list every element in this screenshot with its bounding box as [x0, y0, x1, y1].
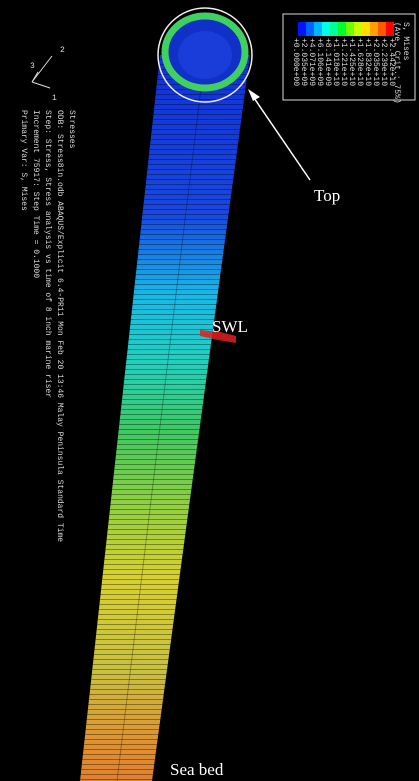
- legend-title: S, Mises: [401, 22, 410, 61]
- info-line: Step: Stress, Stress analysis vs time of…: [43, 110, 52, 398]
- legend-swatch: [378, 22, 386, 36]
- triad-label: 2: [60, 46, 65, 55]
- info-line: Stresses: [67, 110, 76, 149]
- annotation: SWL: [212, 317, 248, 336]
- screenshot: S, Mises (Ave. Crit.: 75%) +2.442e+10+2.…: [0, 0, 419, 781]
- annotation: Top: [314, 186, 340, 205]
- legend-swatch: [306, 22, 314, 36]
- legend-swatch: [354, 22, 362, 36]
- legend: S, Mises (Ave. Crit.: 75%) +2.442e+10+2.…: [283, 14, 415, 104]
- info-line: Primary Var: S, Mises: [19, 110, 28, 211]
- legend-swatch: [322, 22, 330, 36]
- info-text: ODB: Stress8in.odb ABAQUS/Explicit 6.4-P…: [55, 110, 64, 542]
- legend-swatch: [298, 22, 306, 36]
- info-line: ODB: Stress8in.odb ABAQUS/Explicit 6.4-P…: [55, 110, 64, 542]
- info-text: Primary Var: S, Mises: [19, 110, 28, 211]
- triad-label: 3: [30, 62, 35, 71]
- legend-swatch: [370, 22, 378, 36]
- annotation: Sea bed: [170, 760, 224, 779]
- legend-value: +0.000e+00: [291, 38, 300, 86]
- info-line: Increment 75917: Step Time = 0.1000: [31, 110, 40, 278]
- legend-swatch: [346, 22, 354, 36]
- info-text: Stresses: [67, 110, 76, 149]
- legend-swatch: [338, 22, 346, 36]
- legend-entry: +0.000e+00: [291, 38, 300, 86]
- triad-label: 1: [52, 94, 57, 103]
- legend-swatch: [314, 22, 322, 36]
- info-text: Step: Stress, Stress analysis vs time of…: [43, 110, 52, 398]
- legend-swatch: [362, 22, 370, 36]
- info-text: Increment 75917: Step Time = 0.1000: [31, 110, 40, 278]
- legend-swatch: [330, 22, 338, 36]
